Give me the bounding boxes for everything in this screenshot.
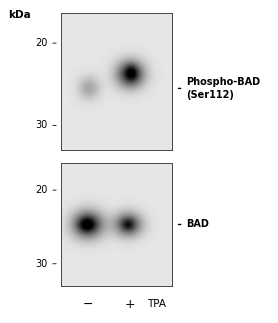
Text: −: − [83,298,93,311]
Text: kDa: kDa [8,10,31,20]
Text: BAD: BAD [186,220,208,229]
Text: TPA: TPA [147,299,166,309]
Text: 30: 30 [36,259,48,269]
Text: 20: 20 [35,38,48,48]
Text: 30: 30 [36,120,48,130]
Text: 20: 20 [35,185,48,195]
Text: Phospho-BAD
(Ser112): Phospho-BAD (Ser112) [186,77,260,99]
Text: +: + [125,298,135,311]
